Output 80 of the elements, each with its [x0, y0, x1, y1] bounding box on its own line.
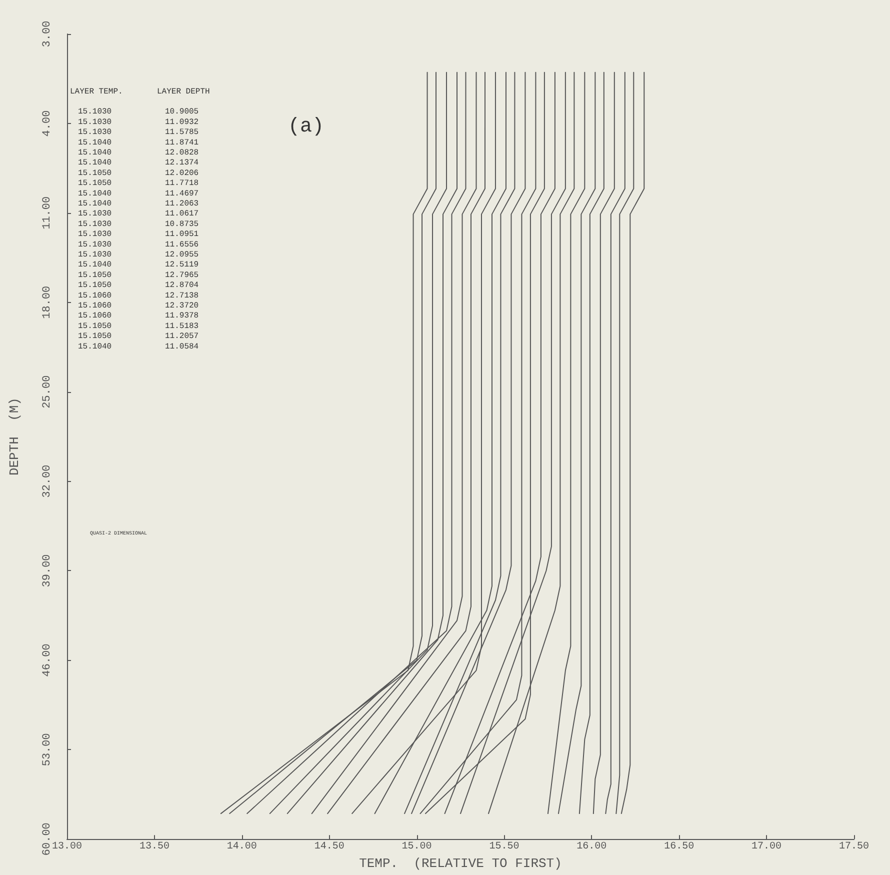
x-tick-label: 14.50 [314, 842, 344, 853]
annotation: 15.1030 [78, 108, 112, 117]
y-tick-label: 18.00 [42, 286, 54, 319]
annotation: 11.6556 [165, 240, 199, 250]
annotation: 15.1060 [78, 302, 112, 310]
annotation: 12.8704 [165, 281, 199, 290]
line-series [592, 72, 615, 814]
annotation: 11.5785 [165, 128, 199, 138]
x-tick-label: 16.50 [664, 842, 694, 853]
annotation: 15.1050 [78, 322, 112, 331]
annotation: 12.0955 [165, 250, 199, 260]
annotation: 15.1040 [78, 148, 112, 158]
annotation: 12.3720 [165, 302, 199, 310]
line-series [578, 72, 604, 814]
annotation: 15.1050 [78, 281, 112, 290]
annotation: 15.1030 [78, 220, 112, 229]
annotation: 10.9005 [165, 108, 199, 117]
x-tick-label: 15.50 [489, 842, 520, 853]
annotation: 15.1050 [78, 332, 112, 342]
x-tick-label: 13.50 [139, 842, 170, 853]
annotation: 15.1040 [78, 342, 112, 352]
annotation: 15.1040 [78, 138, 112, 148]
annotation: 11.2063 [165, 200, 199, 208]
y-tick-label: 60.00 [42, 822, 54, 856]
annotation: 12.0828 [165, 148, 199, 158]
annotation: 10.8735 [165, 220, 199, 229]
annotation: 15.1050 [78, 179, 112, 188]
annotation: 15.1040 [78, 158, 112, 168]
line-series [547, 72, 586, 814]
annotation: 11.7718 [165, 179, 199, 188]
annotation: 11.0951 [165, 230, 199, 240]
y-tick-label: 4.00 [42, 110, 54, 137]
y-tick-label: 3.00 [42, 20, 54, 48]
annotation: 11.8741 [165, 138, 199, 148]
line-series [605, 72, 626, 814]
x-tick-label: 13.00 [52, 842, 82, 853]
annotation: (a) [288, 116, 324, 138]
x-tick-label: 17.50 [838, 842, 870, 853]
y-tick-label: 11.00 [42, 196, 54, 230]
line-series [620, 72, 645, 814]
x-axis-title: TEMP. (RELATIVE TO FIRST) [359, 856, 562, 871]
annotation: 11.2057 [165, 332, 199, 342]
annotation: 15.1060 [78, 312, 112, 321]
x-tick-label: 14.00 [226, 842, 257, 853]
y-tick-label: 46.00 [42, 644, 54, 677]
annotation: 12.5119 [165, 260, 199, 270]
y-tick-label: 39.00 [42, 554, 54, 588]
annotation: 11.0617 [165, 210, 199, 219]
annotation: 11.0584 [165, 342, 199, 352]
annotation: 11.0932 [165, 118, 199, 127]
annotation: 15.1030 [78, 118, 112, 127]
x-tick-label: 15.00 [402, 842, 432, 853]
annotation: 15.1030 [78, 128, 112, 138]
annotation: 15.1030 [78, 240, 112, 250]
annotation: 15.1030 [78, 230, 112, 240]
annotation: LAYER DEPTH [157, 88, 210, 96]
annotation: LAYER TEMP. [70, 88, 123, 96]
y-tick-label: 53.00 [42, 733, 54, 766]
annotation: 15.1030 [78, 250, 112, 260]
annotation: 12.7138 [165, 291, 199, 300]
y-tick-label: 32.00 [42, 464, 54, 498]
annotation: 15.1060 [78, 291, 112, 300]
annotation: 12.7965 [165, 270, 199, 280]
x-tick-label: 16.00 [576, 842, 607, 853]
annotation: 11.9378 [165, 312, 199, 321]
annotation: 15.1040 [78, 200, 112, 208]
annotation: 11.4697 [165, 189, 199, 198]
annotation: 12.1374 [165, 158, 199, 168]
annotation: 15.1050 [78, 168, 112, 178]
annotation: 12.0206 [165, 168, 199, 178]
annotation: 15.1030 [78, 210, 112, 219]
y-tick-label: 25.00 [42, 375, 54, 408]
annotation: 15.1040 [78, 260, 112, 270]
y-axis-title: DEPTH (M) [7, 398, 22, 476]
line-series [558, 72, 596, 814]
annotation: 15.1040 [78, 189, 112, 198]
x-tick-label: 17.00 [752, 842, 782, 853]
annotation: 11.5183 [165, 322, 199, 331]
annotation: 15.1050 [78, 270, 112, 280]
line-series [616, 72, 634, 814]
